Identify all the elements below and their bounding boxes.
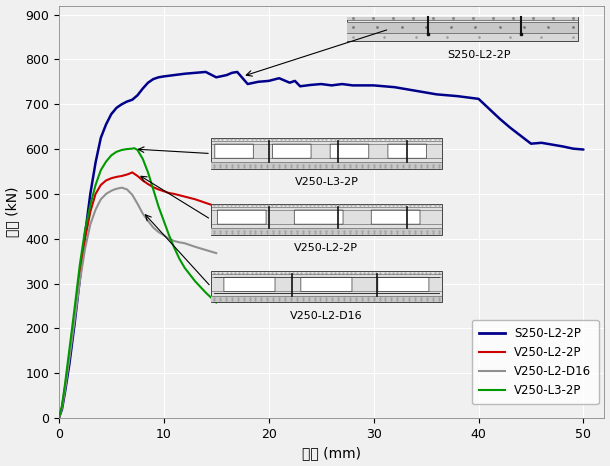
FancyBboxPatch shape <box>215 144 253 158</box>
FancyBboxPatch shape <box>273 144 311 158</box>
FancyBboxPatch shape <box>388 144 426 158</box>
Bar <box>211 271 442 302</box>
FancyBboxPatch shape <box>378 277 429 291</box>
Bar <box>347 33 578 41</box>
FancyBboxPatch shape <box>371 210 420 224</box>
Y-axis label: 하중 (kN): 하중 (kN) <box>5 186 20 237</box>
Text: V250-L2-2P: V250-L2-2P <box>295 243 359 253</box>
Bar <box>347 17 578 20</box>
FancyBboxPatch shape <box>295 210 343 224</box>
Text: V250-L2-D16: V250-L2-D16 <box>290 310 363 321</box>
Bar <box>211 204 442 235</box>
Bar <box>211 138 442 169</box>
FancyBboxPatch shape <box>217 210 266 224</box>
Bar <box>211 228 442 235</box>
Legend: S250-L2-2P, V250-L2-2P, V250-L2-D16, V250-L3-2P: S250-L2-2P, V250-L2-2P, V250-L2-D16, V25… <box>472 320 598 404</box>
Text: S250-L2-2P: S250-L2-2P <box>447 49 511 60</box>
FancyBboxPatch shape <box>224 277 275 291</box>
X-axis label: 변위 (mm): 변위 (mm) <box>302 446 361 460</box>
Bar <box>211 162 442 169</box>
Text: V250-L3-2P: V250-L3-2P <box>295 178 358 187</box>
FancyBboxPatch shape <box>301 277 352 291</box>
Bar <box>347 17 578 41</box>
Bar <box>211 295 442 302</box>
FancyBboxPatch shape <box>330 144 369 158</box>
Bar <box>347 22 578 33</box>
